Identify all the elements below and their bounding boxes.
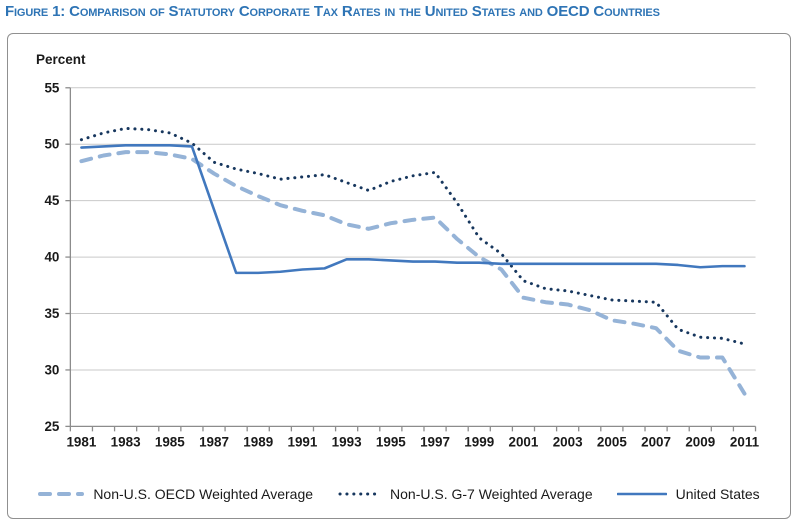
svg-text:1985: 1985 xyxy=(155,434,185,449)
legend-item-oecd: Non-U.S. OECD Weighted Average xyxy=(38,486,313,502)
chart-legend: Non-U.S. OECD Weighted Average Non-U.S. … xyxy=(8,486,790,502)
svg-text:50: 50 xyxy=(44,137,59,152)
legend-label-g7: Non-U.S. G-7 Weighted Average xyxy=(390,486,593,502)
svg-text:2005: 2005 xyxy=(597,434,627,449)
svg-text:2003: 2003 xyxy=(553,434,583,449)
svg-text:2001: 2001 xyxy=(509,434,539,449)
svg-text:2007: 2007 xyxy=(641,434,671,449)
svg-text:40: 40 xyxy=(44,250,59,265)
legend-label-us: United States xyxy=(675,486,760,502)
chart-panel: 1981 1983 1985 1987 1989 1991 1993 1995 1997 1999… xyxy=(7,33,791,519)
svg-text:1999: 1999 xyxy=(464,434,494,449)
svg-text:1983: 1983 xyxy=(111,434,141,449)
legend-item-g7: Non-U.S. G-7 Weighted Average xyxy=(337,486,593,502)
svg-text:25: 25 xyxy=(44,419,59,434)
svg-text:35: 35 xyxy=(44,306,59,321)
svg-text:1997: 1997 xyxy=(420,434,450,449)
svg-text:1989: 1989 xyxy=(243,434,273,449)
legend-item-us: United States xyxy=(616,486,760,502)
y-axis-title: Percent xyxy=(36,52,86,67)
dotted-line-icon xyxy=(338,492,382,496)
svg-text:2009: 2009 xyxy=(685,434,715,449)
dashed-line-icon xyxy=(38,492,85,496)
svg-text:45: 45 xyxy=(44,193,59,208)
svg-text:1995: 1995 xyxy=(376,434,406,449)
figure-title: Figure 1: Comparison of Statutory Corpor… xyxy=(5,3,660,20)
legend-label-oecd: Non-U.S. OECD Weighted Average xyxy=(93,486,314,502)
svg-text:1991: 1991 xyxy=(287,434,317,449)
svg-text:1981: 1981 xyxy=(66,434,96,449)
svg-text:2011: 2011 xyxy=(730,434,760,449)
svg-text:1993: 1993 xyxy=(332,434,362,449)
svg-text:30: 30 xyxy=(44,362,59,377)
svg-text:55: 55 xyxy=(44,80,59,95)
svg-text:1987: 1987 xyxy=(199,434,229,449)
line-chart: 1981 1983 1985 1987 1989 1991 1993 1995 1997 1999… xyxy=(44,80,760,449)
solid-line-icon xyxy=(616,492,667,496)
